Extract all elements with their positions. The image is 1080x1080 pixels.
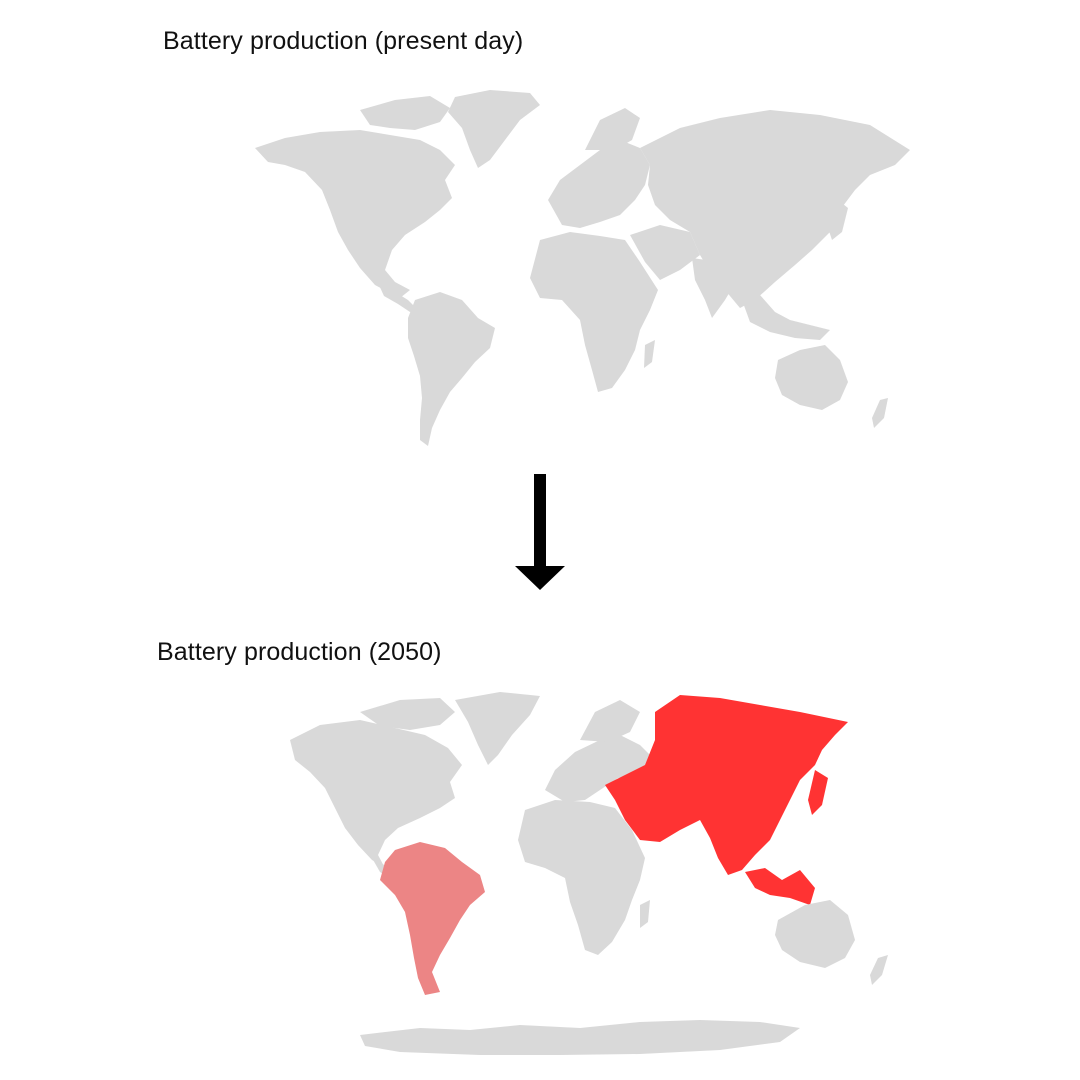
arctic-islands (360, 698, 455, 730)
arrow-head (515, 566, 565, 590)
india (692, 258, 738, 318)
land-present (255, 90, 910, 446)
southeast-asia (745, 868, 815, 905)
australia (775, 345, 848, 410)
world-map-present (255, 90, 910, 446)
madagascar (640, 900, 650, 928)
japan (828, 200, 848, 240)
new-zealand (872, 398, 888, 428)
north-america (255, 130, 455, 298)
central-america (378, 283, 418, 312)
madagascar (644, 340, 655, 368)
map-title-2050: Battery production (2050) (157, 638, 442, 666)
africa (530, 232, 658, 392)
greenland (448, 90, 540, 168)
greenland (455, 692, 540, 765)
europe (548, 140, 650, 228)
south-america (408, 292, 495, 446)
japan (808, 770, 828, 815)
south-america (380, 842, 485, 995)
asia (605, 695, 848, 875)
antarctica (360, 1020, 800, 1055)
north-america (290, 720, 462, 868)
arrow-shaft (534, 474, 546, 569)
map-title-present: Battery production (present day) (163, 27, 524, 55)
middle-east (630, 225, 700, 280)
new-zealand (870, 955, 888, 985)
europe (545, 735, 655, 802)
southeast-asia (742, 295, 830, 340)
scandinavia (580, 700, 640, 742)
arctic-islands (360, 96, 450, 130)
scandinavia (585, 108, 640, 150)
asia (640, 110, 910, 308)
africa (518, 800, 645, 955)
land-2050 (290, 692, 888, 1055)
australia (775, 900, 855, 968)
